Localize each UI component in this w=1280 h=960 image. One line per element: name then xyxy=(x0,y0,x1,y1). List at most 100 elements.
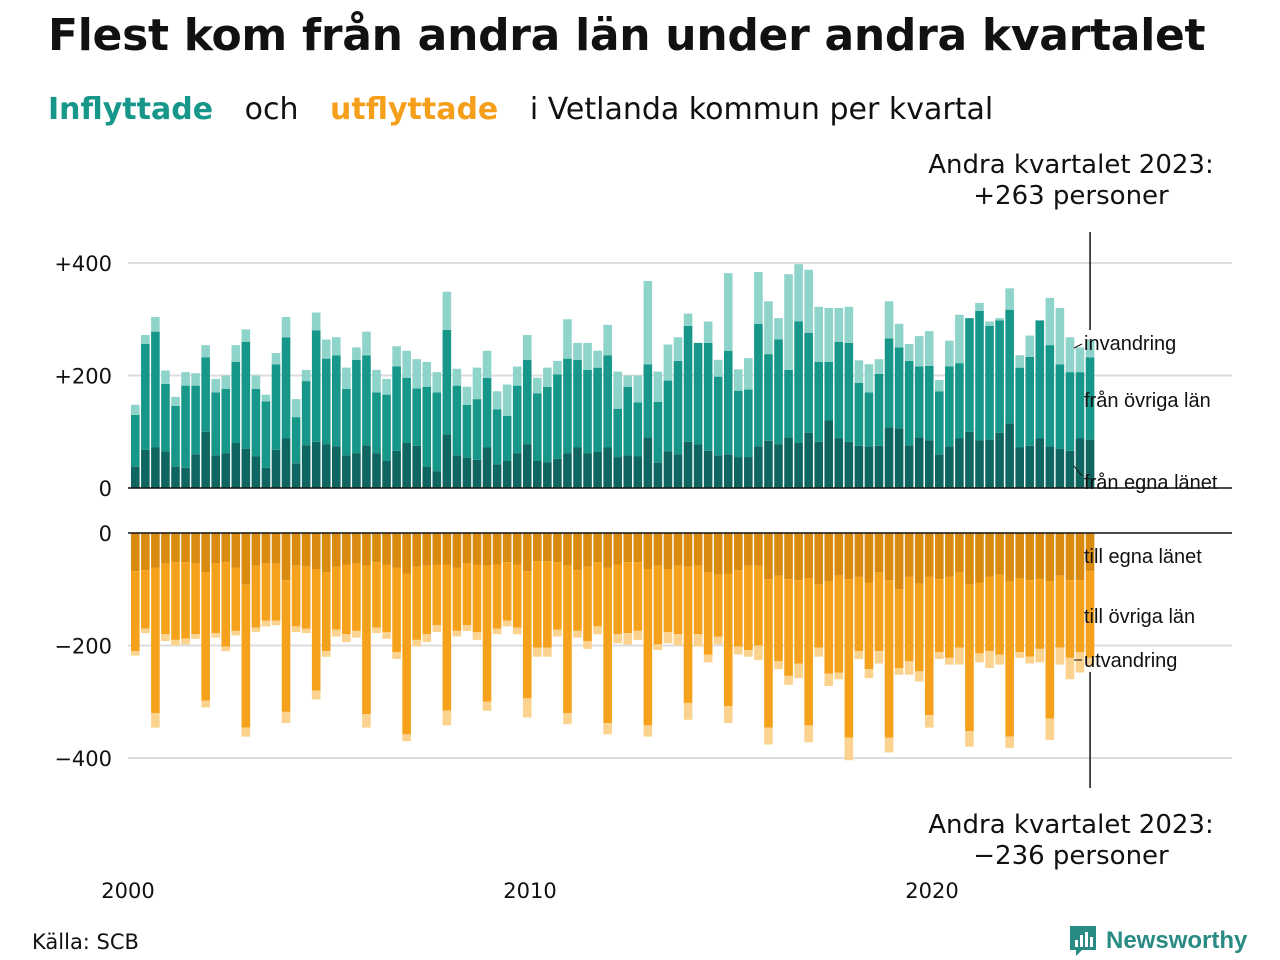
bar-in-own-county xyxy=(804,432,813,489)
bar-in-other-counties xyxy=(884,338,894,428)
bar-out-other-counties xyxy=(713,574,723,637)
bar-in-other-counties xyxy=(1025,356,1035,446)
bar-out-emigration xyxy=(955,647,964,665)
bar-out-other-counties xyxy=(804,578,813,726)
bar-in-own-county xyxy=(432,471,442,489)
bar-in-own-county xyxy=(884,427,894,488)
bar-out-own-county xyxy=(854,533,864,577)
bar-in-own-county xyxy=(1025,445,1035,488)
bar-out-emigration xyxy=(613,634,622,644)
bar-in-own-county xyxy=(261,467,271,488)
bar-out-other-counties xyxy=(221,562,231,647)
bar-in-other-counties xyxy=(904,360,914,446)
bar-out-emigration xyxy=(1085,657,1095,666)
bar-out-own-county xyxy=(1045,533,1055,582)
bar-in-immigration xyxy=(683,313,693,327)
bar-in-own-county xyxy=(392,450,401,489)
bar-out-other-counties xyxy=(332,566,341,630)
bar-in-immigration xyxy=(362,331,371,356)
chart-title: Flest kom från andra län under andra kva… xyxy=(48,10,1206,61)
bar-out-own-county xyxy=(482,533,492,566)
bar-in-other-counties xyxy=(382,394,391,462)
bar-in-other-counties xyxy=(412,388,421,446)
bar-out-emigration xyxy=(492,628,502,635)
bar-out-other-counties xyxy=(1015,578,1024,653)
subtitle-inflyttade: Inflyttade xyxy=(48,92,214,127)
bar-out-other-counties xyxy=(201,572,210,701)
bar-out-emigration xyxy=(241,727,251,737)
bar-out-other-counties xyxy=(623,562,633,634)
bar-in-own-county xyxy=(332,446,341,489)
bar-in-other-counties xyxy=(543,386,552,463)
bar-out-emigration xyxy=(623,633,633,645)
bar-in-other-counties xyxy=(492,409,502,465)
bar-out-other-counties xyxy=(593,562,602,627)
bar-in-other-counties xyxy=(372,392,381,454)
bar-out-other-counties xyxy=(321,572,331,652)
bar-in-immigration xyxy=(251,375,261,389)
annotation-top-line2: +263 personer xyxy=(973,181,1169,211)
bar-in-immigration xyxy=(321,339,331,359)
bar-in-own-county xyxy=(1005,423,1014,488)
bar-in-other-counties xyxy=(1055,364,1065,449)
bar-out-other-counties xyxy=(663,569,673,632)
bar-in-own-county xyxy=(1015,447,1024,488)
bar-in-immigration xyxy=(1025,335,1035,357)
bar-out-other-counties xyxy=(673,565,683,635)
bar-out-own-county xyxy=(141,533,150,571)
bar-in-immigration xyxy=(713,359,723,377)
bar-out-own-county xyxy=(713,533,723,575)
bar-in-own-county xyxy=(754,446,763,489)
bar-out-emigration xyxy=(462,625,472,631)
bar-in-own-county xyxy=(522,444,532,489)
newsworthy-logo[interactable]: Newsworthy xyxy=(1068,924,1247,958)
bar-out-own-county xyxy=(512,533,522,565)
bar-out-own-county xyxy=(442,533,452,565)
bar-in-own-county xyxy=(713,455,723,489)
bar-in-own-county xyxy=(452,455,462,489)
bar-out-other-counties xyxy=(522,571,532,699)
bar-in-other-counties xyxy=(663,380,673,452)
label-connector xyxy=(1073,343,1083,349)
bar-in-own-county xyxy=(412,445,421,488)
bar-in-own-county xyxy=(894,428,904,489)
bar-out-emigration xyxy=(844,737,854,761)
bar-in-immigration xyxy=(955,314,964,364)
bar-in-other-counties xyxy=(573,359,582,448)
bar-in-immigration xyxy=(1085,339,1095,358)
bar-out-own-county xyxy=(181,533,190,563)
bar-in-other-counties xyxy=(281,337,291,439)
bar-in-own-county xyxy=(492,464,502,489)
bar-in-immigration xyxy=(171,396,180,406)
bar-in-other-counties xyxy=(734,390,743,458)
bar-out-emigration xyxy=(703,654,713,663)
bar-in-own-county xyxy=(744,457,753,488)
bar-out-emigration xyxy=(774,661,783,670)
bar-out-own-county xyxy=(422,533,432,566)
bar-out-other-counties xyxy=(754,565,763,646)
bar-in-own-county xyxy=(764,440,773,488)
bar-in-own-county xyxy=(462,457,472,489)
y-tick-label-top: +400 xyxy=(54,252,112,276)
bar-in-own-county xyxy=(311,441,321,489)
bar-in-other-counties xyxy=(985,326,994,440)
bar-in-other-counties xyxy=(432,392,442,472)
bar-out-emigration xyxy=(854,651,864,660)
bar-out-emigration xyxy=(141,628,150,634)
bar-in-other-counties xyxy=(191,385,200,455)
bar-in-own-county xyxy=(221,453,231,489)
bar-out-own-county xyxy=(492,533,502,565)
bar-out-other-counties xyxy=(643,569,653,726)
bar-in-own-county xyxy=(291,463,301,488)
bar-out-own-county xyxy=(301,533,311,567)
bar-in-own-county xyxy=(563,453,572,489)
bar-out-emigration xyxy=(683,702,693,720)
bar-in-other-counties xyxy=(965,318,974,432)
bar-in-other-counties xyxy=(723,350,733,455)
bar-in-own-county xyxy=(131,466,140,489)
bar-out-own-county xyxy=(522,533,532,572)
bar-in-other-counties xyxy=(161,383,170,452)
bar-in-own-county xyxy=(301,445,311,488)
bar-out-own-county xyxy=(683,533,693,567)
bar-in-other-counties xyxy=(1085,357,1095,440)
